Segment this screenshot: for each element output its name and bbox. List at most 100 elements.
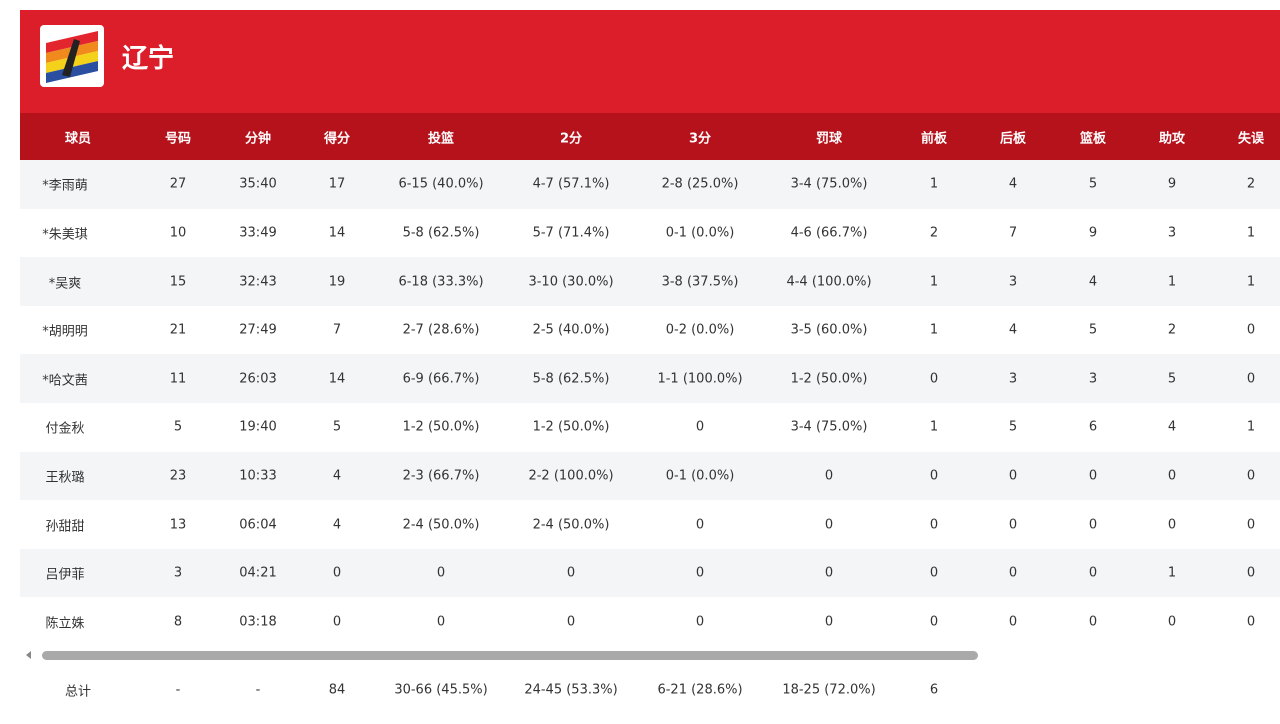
stat-cell: 2 (929, 225, 939, 241)
stat-cell: 0 (929, 371, 939, 387)
stat-cell: 14 (328, 225, 346, 241)
stat-cell: 3-10 (30.0%) (528, 274, 614, 289)
stat-cell: 1 (1246, 419, 1256, 435)
stat-cell: 1 (929, 274, 939, 289)
stat-cell: 0 (929, 614, 939, 630)
stat-cell: 0 (929, 468, 939, 484)
stat-cell: 0 (695, 517, 705, 532)
stat-cell: 04:21 (239, 565, 277, 581)
stat-cell: 27 (169, 176, 187, 192)
scrollbar[interactable] (20, 645, 1280, 667)
stat-cell: 0 (1246, 517, 1256, 532)
stat-cell: 14 (328, 371, 346, 387)
stat-cell: 2-7 (28.6%) (402, 322, 480, 338)
total-label: 总计 (64, 684, 92, 700)
stat-cell: 10 (169, 225, 187, 241)
stat-cell: 3 (1008, 274, 1018, 289)
player-name: 王秋璐 (45, 470, 85, 486)
stat-cell: 0 (929, 565, 939, 581)
stat-cell: 0 (1008, 614, 1018, 630)
stat-cell: 0 (1246, 468, 1256, 484)
stat-cell: 0 (695, 565, 705, 581)
stat-cell: 3-4 (75.0%) (790, 419, 868, 435)
stat-cell: 0 (1088, 565, 1098, 581)
stat-cell: 0 (1167, 614, 1177, 630)
stat-cell: 4 (1088, 274, 1098, 289)
stat-cell: 4 (1008, 322, 1018, 338)
stat-cell: 15 (169, 274, 187, 289)
stat-cell: 19:40 (239, 419, 277, 435)
stat-cell: 0-1 (0.0%) (665, 468, 735, 484)
stat-cell: 4 (332, 517, 342, 532)
stat-cell: 3-5 (60.0%) (790, 322, 868, 338)
stat-cell: 13 (169, 517, 187, 532)
scroll-left[interactable] (26, 651, 31, 659)
player-name: *朱美琪 (42, 227, 88, 243)
stat-cell: 2-5 (40.0%) (532, 322, 610, 338)
stat-cell: 0 (1246, 565, 1256, 581)
column-header: 失误 (1237, 131, 1265, 147)
stat-cell: 0 (1008, 565, 1018, 581)
stat-cell: 1 (1167, 274, 1177, 289)
stat-cell: 3-8 (37.5%) (661, 274, 739, 289)
stat-cell: 9 (1167, 176, 1177, 192)
scroll-thumb[interactable] (42, 651, 978, 660)
stat-cell: 0 (929, 517, 939, 532)
column-header: 3分 (688, 131, 712, 147)
stat-cell: 0-1 (0.0%) (665, 225, 735, 241)
stat-cell: 26:03 (239, 371, 277, 387)
stat-cell: 3 (173, 565, 183, 581)
stat-cell: 0 (824, 565, 834, 581)
table-row (20, 403, 1280, 452)
stat-cell: 5 (173, 419, 183, 435)
stat-cell: 0 (1008, 468, 1018, 484)
stat-cell: 7 (1008, 225, 1018, 241)
stat-cell: 5 (1008, 419, 1018, 435)
total-cell: 18-25 (72.0%) (782, 682, 876, 698)
stat-cell: 0 (566, 565, 576, 581)
stat-cell: 6-15 (40.0%) (398, 176, 484, 192)
stat-cell: 5 (1088, 322, 1098, 338)
stat-cell: 2-4 (50.0%) (402, 517, 480, 532)
stat-cell: 1-2 (50.0%) (402, 419, 480, 435)
stat-cell: 1-1 (100.0%) (657, 371, 743, 387)
stat-cell: 0 (332, 565, 342, 581)
player-name: 吕伊菲 (45, 567, 85, 583)
stat-cell: 35:40 (239, 176, 277, 192)
stat-cell: 0 (824, 468, 834, 484)
table-row (20, 354, 1280, 403)
stat-cell: 32:43 (239, 274, 277, 289)
stat-cell: 0 (436, 565, 446, 581)
player-name: *李雨萌 (42, 178, 88, 194)
stat-cell: 3 (1167, 225, 1177, 241)
table-row (20, 305, 1280, 355)
stat-cell: 0 (1008, 517, 1018, 532)
player-name: 陈立姝 (45, 616, 85, 632)
stat-cell: 10:33 (239, 468, 277, 484)
stat-cell: 1 (1246, 225, 1256, 241)
column-header: 得分 (323, 131, 351, 147)
table-row (20, 160, 1280, 209)
team-logo (40, 25, 104, 87)
column-header: 后板 (999, 131, 1027, 147)
table-row (20, 451, 1280, 501)
table-row (20, 257, 1280, 306)
column-header: 分钟 (244, 131, 272, 147)
stat-cell: 06:04 (239, 517, 277, 532)
team-name: 辽宁 (122, 44, 175, 74)
stat-cell: 0 (1088, 517, 1098, 532)
stat-cell: 0 (1088, 468, 1098, 484)
stat-cell: 6 (1088, 419, 1098, 435)
column-header: 前板 (920, 131, 948, 147)
stat-cell: 0 (436, 614, 446, 630)
column-header: 球员 (64, 131, 92, 147)
table-row (20, 597, 1280, 646)
stat-cell: 8 (173, 614, 183, 630)
stat-cell: 9 (1088, 225, 1098, 241)
total-cell: 6 (929, 682, 939, 698)
stat-cell: 0 (566, 614, 576, 630)
player-name: *吴爽 (48, 276, 82, 291)
stat-cell: 1-2 (50.0%) (532, 419, 610, 435)
team-header: 辽宁 (20, 10, 1280, 113)
stat-cell: 2-2 (100.0%) (528, 468, 614, 484)
